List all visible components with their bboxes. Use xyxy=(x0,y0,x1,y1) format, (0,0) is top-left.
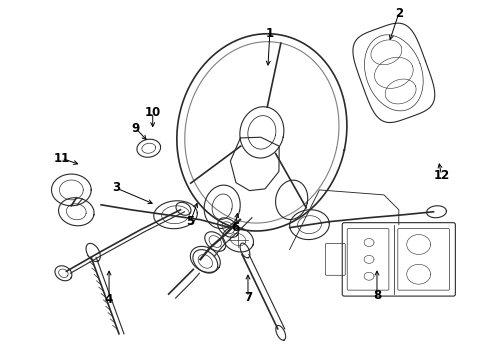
Text: 6: 6 xyxy=(231,221,239,234)
Text: 4: 4 xyxy=(105,293,113,306)
Text: 10: 10 xyxy=(145,106,161,119)
Text: 11: 11 xyxy=(53,152,70,165)
Text: 9: 9 xyxy=(132,122,140,135)
Text: 5: 5 xyxy=(186,215,195,228)
Text: 2: 2 xyxy=(395,7,403,20)
Text: 12: 12 xyxy=(433,168,450,181)
Text: 7: 7 xyxy=(244,291,252,303)
Text: 1: 1 xyxy=(266,27,274,40)
Text: 8: 8 xyxy=(373,289,381,302)
Text: 3: 3 xyxy=(112,181,120,194)
